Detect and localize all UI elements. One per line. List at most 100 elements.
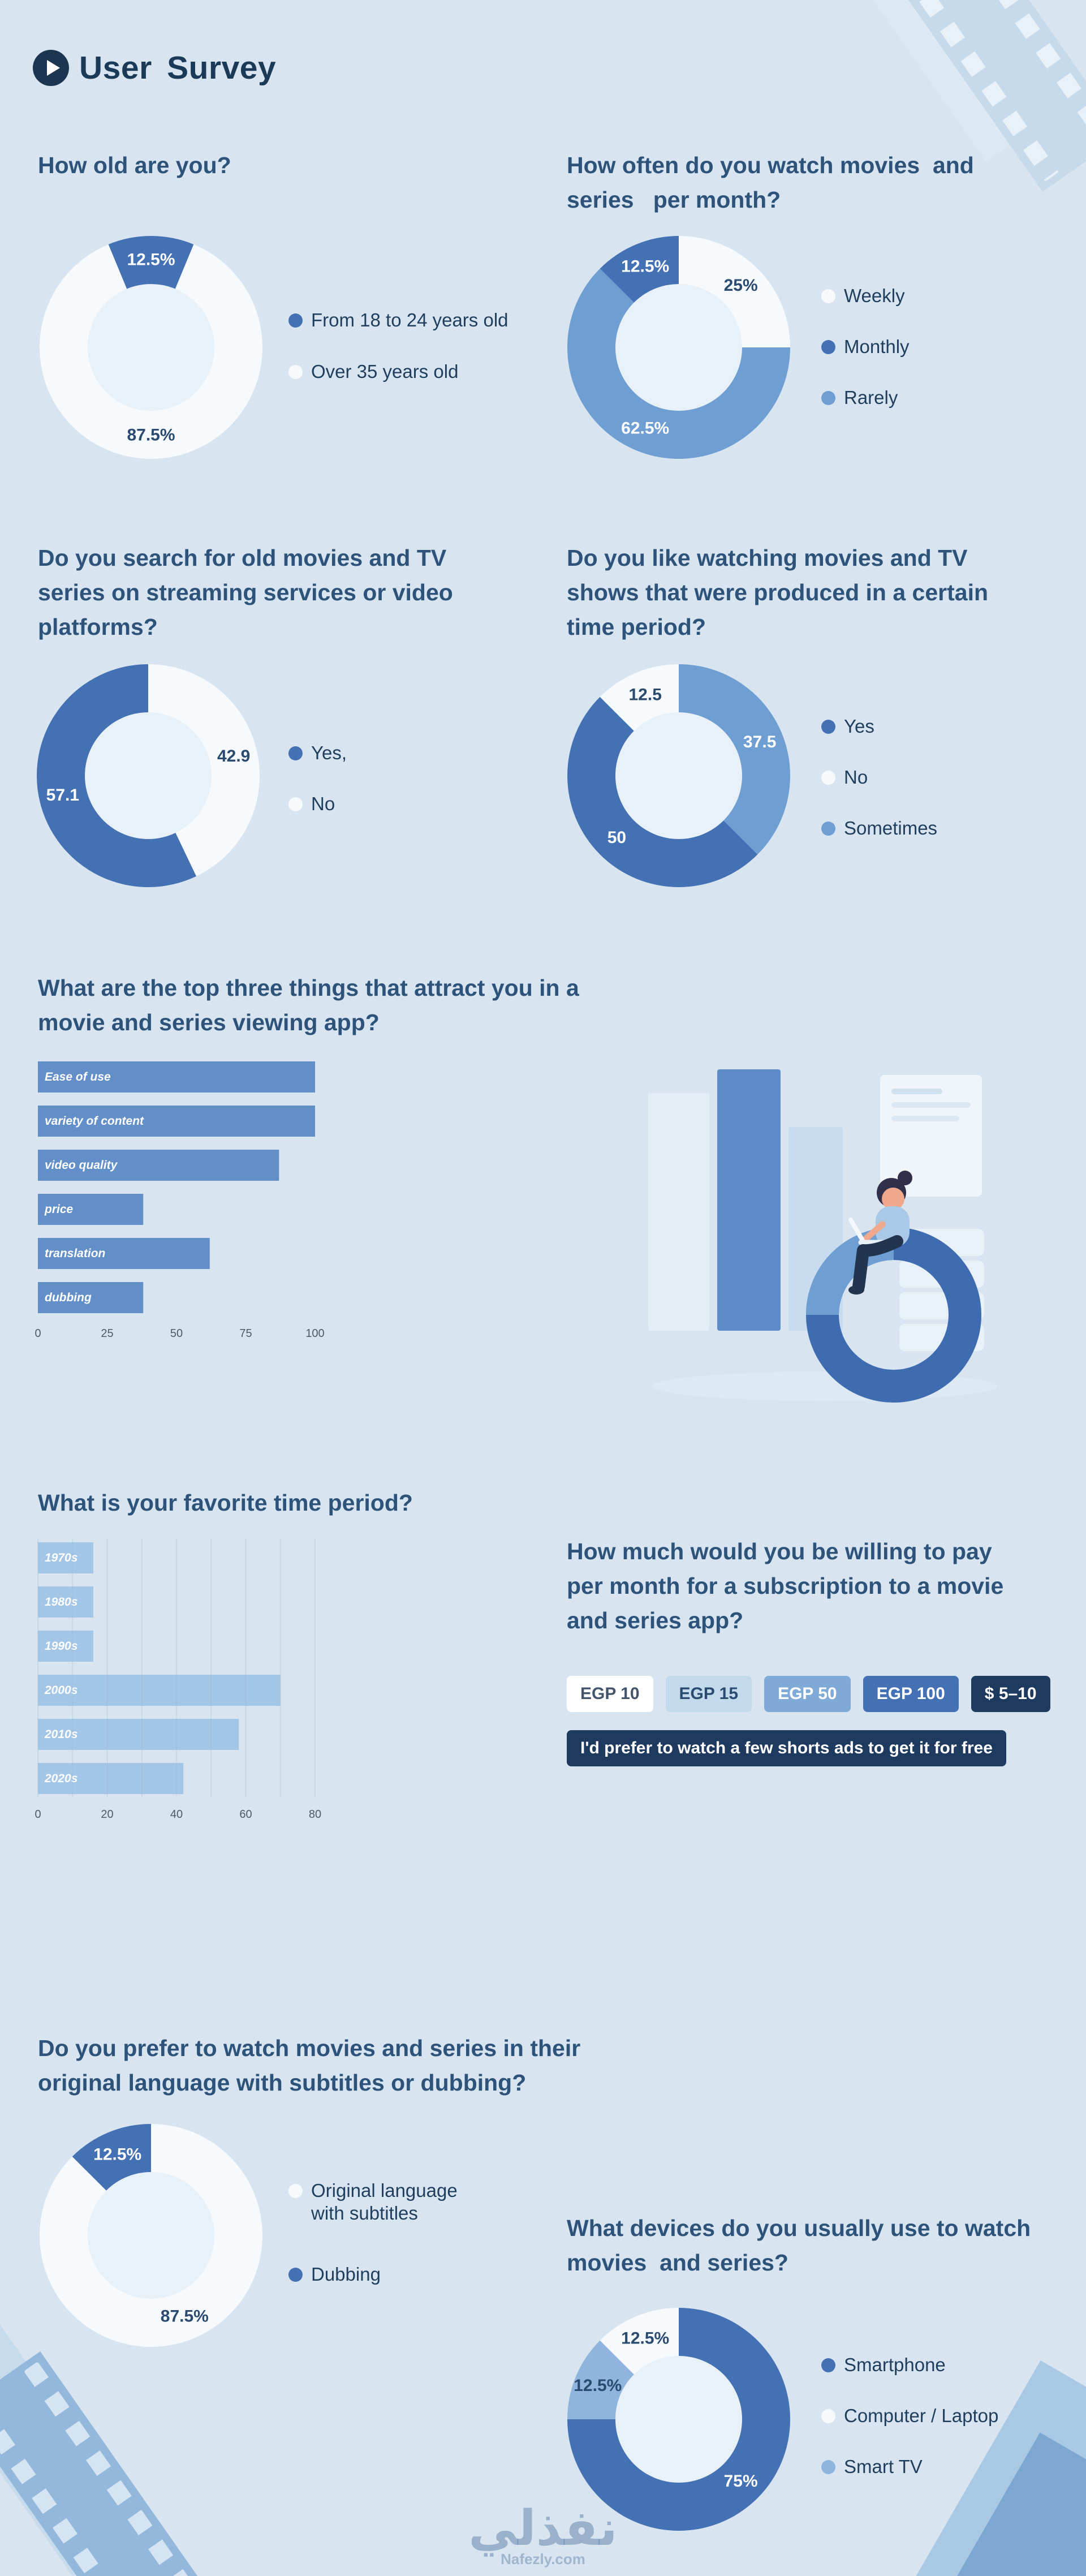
question-age: How old are you? bbox=[38, 152, 231, 178]
legend-item: Rarely bbox=[821, 386, 910, 409]
age-legend: From 18 to 24 years old Over 35 years ol… bbox=[288, 309, 508, 383]
svg-text:Ease of use: Ease of use bbox=[45, 1070, 111, 1083]
svg-text:price: price bbox=[44, 1203, 74, 1216]
svg-text:translation: translation bbox=[45, 1247, 105, 1260]
svg-text:1990s: 1990s bbox=[45, 1640, 77, 1653]
payment-chip-egp100: EGP 100 bbox=[863, 1676, 959, 1712]
svg-text:2020s: 2020s bbox=[44, 1772, 77, 1785]
devices-donut-chart: 12.5% 75% 12.5% bbox=[566, 2306, 792, 2532]
legend-item: Over 35 years old bbox=[288, 360, 508, 383]
legend-label: Weekly bbox=[844, 285, 905, 306]
svg-text:50: 50 bbox=[607, 828, 626, 847]
question-frequency: How often do you watch movies and series… bbox=[567, 152, 974, 213]
free-ads-option-chip: I'd prefer to watch a few shorts ads to … bbox=[567, 1730, 1006, 1766]
svg-text:50: 50 bbox=[170, 1327, 183, 1340]
question-payment: How much would you be willing to pay per… bbox=[567, 1538, 1004, 1633]
header: User Survey bbox=[32, 49, 276, 87]
legend-label: No bbox=[311, 793, 335, 814]
legend-item: Weekly bbox=[821, 285, 910, 307]
svg-text:2010s: 2010s bbox=[44, 1728, 77, 1741]
legend-item: From 18 to 24 years old bbox=[288, 309, 508, 332]
legend-label: Sometimes bbox=[844, 818, 938, 838]
legend-dot bbox=[821, 289, 835, 303]
legend-dot bbox=[821, 2409, 835, 2423]
svg-text:video quality: video quality bbox=[45, 1159, 118, 1172]
devices-legend: Smartphone Computer / Laptop Smart TV bbox=[821, 2354, 998, 2478]
payment-options: EGP 10 EGP 15 EGP 50 EGP 100 $ 5–10 bbox=[567, 1676, 1050, 1712]
payment-chip-egp50: EGP 50 bbox=[764, 1676, 851, 1712]
legend-dot bbox=[821, 391, 835, 405]
legend-item: Yes, bbox=[288, 742, 347, 764]
legend-dot bbox=[821, 2358, 835, 2372]
legend-dot bbox=[288, 313, 303, 328]
svg-text:12.5%: 12.5% bbox=[127, 251, 175, 269]
favorite-era-bar-chart: 1970s 1980s 1990s 2000s 2010s 2020s 0 20 40 60 80 bbox=[35, 1539, 355, 1828]
svg-text:12.5%: 12.5% bbox=[621, 257, 669, 276]
legend-label: From 18 to 24 years old bbox=[311, 309, 508, 330]
svg-text:37.5: 37.5 bbox=[743, 733, 776, 751]
legend-dot bbox=[288, 797, 303, 811]
svg-text:42.9: 42.9 bbox=[217, 747, 250, 766]
svg-text:57.1: 57.1 bbox=[46, 786, 79, 805]
legend-label: Monthly bbox=[844, 336, 910, 357]
language-legend: Original language with subtitles Dubbing bbox=[288, 2179, 458, 2286]
page-title: User Survey bbox=[79, 50, 277, 86]
payment-chip-usd: $ 5–10 bbox=[971, 1676, 1050, 1712]
legend-label: Dubbing bbox=[311, 2264, 381, 2285]
legend-item: Sometimes bbox=[821, 817, 937, 840]
svg-text:2000s: 2000s bbox=[44, 1684, 77, 1697]
question-favorite-era: What is your favorite time period? bbox=[38, 1490, 413, 1516]
svg-text:25: 25 bbox=[101, 1327, 113, 1340]
svg-text:25%: 25% bbox=[724, 276, 758, 295]
legend-label: Original language with subtitles bbox=[311, 2180, 458, 2224]
svg-text:12.5%: 12.5% bbox=[93, 2145, 141, 2164]
question-devices: What devices do you usually use to watch… bbox=[567, 2215, 1031, 2276]
legend-dot bbox=[821, 340, 835, 354]
svg-text:87.5%: 87.5% bbox=[127, 426, 175, 445]
legend-item: Monthly bbox=[821, 336, 910, 358]
legend-item: Computer / Laptop bbox=[821, 2405, 998, 2427]
legend-item: Smart TV bbox=[821, 2455, 998, 2478]
age-donut-chart: 12.5% 87.5% bbox=[38, 234, 264, 461]
svg-text:1980s: 1980s bbox=[45, 1596, 77, 1609]
legend-item: No bbox=[288, 793, 347, 815]
svg-text:75%: 75% bbox=[724, 2472, 758, 2491]
svg-text:80: 80 bbox=[309, 1808, 321, 1821]
payment-chip-egp15: EGP 15 bbox=[665, 1676, 752, 1712]
watermark-arabic: نفذلي bbox=[468, 2500, 618, 2557]
legend-item: Yes bbox=[821, 715, 937, 738]
legend-item: Original language with subtitles bbox=[288, 2179, 458, 2225]
svg-text:62.5%: 62.5% bbox=[621, 419, 669, 438]
svg-text:12.5: 12.5 bbox=[628, 685, 661, 704]
question-app-features: What are the top three things that attra… bbox=[38, 975, 579, 1035]
frequency-donut-chart: 25% 62.5% 12.5% bbox=[566, 234, 792, 461]
search-old-legend: Yes, No bbox=[288, 742, 347, 815]
question-search-old: Do you search for old movies and TV seri… bbox=[38, 545, 453, 640]
legend-label: Computer / Laptop bbox=[844, 2405, 999, 2426]
legend-dot bbox=[821, 2460, 835, 2474]
language-donut-chart: 12.5% 87.5% bbox=[38, 2122, 264, 2349]
svg-text:0: 0 bbox=[35, 1327, 41, 1340]
app-features-bar-chart: Ease of use variety of content video quali… bbox=[35, 1061, 355, 1347]
svg-text:40: 40 bbox=[170, 1808, 183, 1821]
legend-item: No bbox=[821, 766, 937, 789]
era-liking-donut-chart: 37.5 50 12.5 bbox=[566, 663, 792, 889]
legend-dot bbox=[288, 365, 303, 379]
legend-item: Dubbing bbox=[288, 2263, 458, 2286]
frequency-legend: Weekly Monthly Rarely bbox=[821, 285, 910, 409]
legend-dot bbox=[288, 2184, 303, 2198]
payment-chip-egp10: EGP 10 bbox=[567, 1676, 653, 1712]
era-liking-legend: Yes No Sometimes bbox=[821, 715, 937, 840]
play-icon bbox=[32, 49, 70, 87]
svg-text:12.5%: 12.5% bbox=[574, 2376, 622, 2395]
legend-dot bbox=[821, 771, 835, 785]
legend-dot bbox=[288, 746, 303, 760]
svg-text:0: 0 bbox=[35, 1808, 41, 1821]
legend-label: Yes bbox=[844, 716, 874, 737]
svg-text:variety of content: variety of content bbox=[45, 1115, 144, 1128]
legend-label: Yes, bbox=[311, 742, 347, 763]
svg-text:1970s: 1970s bbox=[45, 1551, 77, 1564]
question-era-liking: Do you like watching movies and TV shows… bbox=[567, 545, 989, 640]
svg-text:dubbing: dubbing bbox=[45, 1291, 92, 1304]
